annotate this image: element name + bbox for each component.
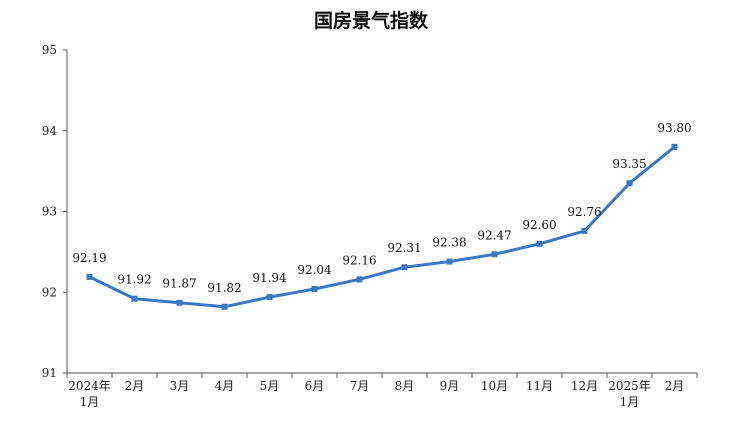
data-point: [536, 240, 543, 247]
data-label: 91.82: [207, 281, 241, 295]
data-point: [626, 180, 633, 187]
x-tick-label: 8月: [395, 379, 415, 393]
x-tick-label: 3月: [170, 379, 190, 393]
data-label: 92.19: [72, 251, 106, 265]
data-point: [221, 303, 228, 310]
x-tick-label: 4月: [215, 379, 235, 393]
x-tick-label: 12月: [571, 379, 598, 393]
data-point: [86, 273, 93, 280]
data-label: 93.80: [657, 121, 691, 135]
x-tick-label: 11月: [526, 379, 553, 393]
data-label: 92.47: [477, 228, 511, 242]
data-label: 92.76: [567, 205, 601, 219]
x-tick-label: 2月: [665, 379, 685, 393]
chart-title: 国房景气指数: [313, 10, 428, 32]
data-label: 92.04: [297, 263, 332, 277]
x-tick-label: 5月: [260, 379, 280, 393]
y-tick-label: 92: [42, 285, 57, 299]
x-tick-label: 2024年: [68, 379, 111, 393]
y-tick-label: 94: [42, 124, 58, 138]
data-label: 91.94: [252, 271, 287, 285]
data-point: [176, 299, 183, 306]
data-label: 91.92: [117, 273, 151, 287]
data-point: [266, 294, 273, 301]
series-line: [88, 145, 676, 309]
x-tick-label: 2月: [125, 379, 145, 393]
data-label: 93.35: [612, 157, 646, 171]
data-point: [446, 258, 453, 265]
data-point: [356, 276, 363, 283]
x-tick-label: 6月: [305, 379, 325, 393]
data-point: [311, 286, 318, 293]
x-tick-label: 9月: [440, 379, 460, 393]
data-label: 92.60: [522, 218, 556, 232]
x-tick-label: 1月: [620, 395, 640, 409]
y-tick-label: 93: [42, 205, 57, 219]
data-point: [401, 264, 408, 271]
data-label: 91.87: [162, 277, 196, 291]
data-point: [671, 143, 678, 150]
x-tick-label: 10月: [481, 379, 508, 393]
data-label: 92.31: [387, 241, 421, 255]
data-label: 92.16: [342, 253, 376, 267]
y-tick-label: 95: [42, 43, 57, 57]
data-point: [581, 227, 588, 234]
data-label: 92.38: [432, 236, 466, 250]
y-tick-label: 91: [42, 366, 57, 380]
data-point: [491, 251, 498, 258]
x-tick-label: 1月: [80, 395, 100, 409]
data-point: [131, 295, 138, 302]
x-tick-label: 2025年: [608, 379, 651, 393]
x-tick-label: 7月: [350, 379, 370, 393]
